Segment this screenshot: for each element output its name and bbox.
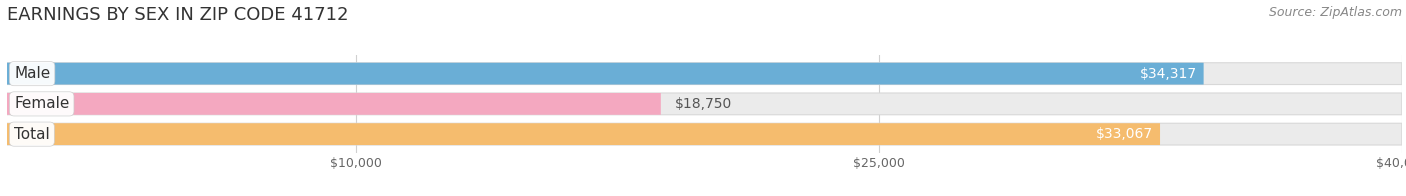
Text: $18,750: $18,750: [675, 97, 733, 111]
FancyBboxPatch shape: [7, 93, 1402, 115]
FancyBboxPatch shape: [7, 63, 1402, 84]
FancyBboxPatch shape: [7, 93, 661, 115]
Text: Total: Total: [14, 127, 49, 142]
FancyBboxPatch shape: [7, 123, 1160, 145]
Text: Female: Female: [14, 96, 69, 111]
Text: EARNINGS BY SEX IN ZIP CODE 41712: EARNINGS BY SEX IN ZIP CODE 41712: [7, 6, 349, 24]
FancyBboxPatch shape: [7, 63, 1204, 84]
Text: $33,067: $33,067: [1095, 127, 1153, 141]
Text: Male: Male: [14, 66, 51, 81]
Text: Source: ZipAtlas.com: Source: ZipAtlas.com: [1268, 6, 1402, 19]
FancyBboxPatch shape: [7, 123, 1402, 145]
Text: $34,317: $34,317: [1139, 67, 1197, 81]
